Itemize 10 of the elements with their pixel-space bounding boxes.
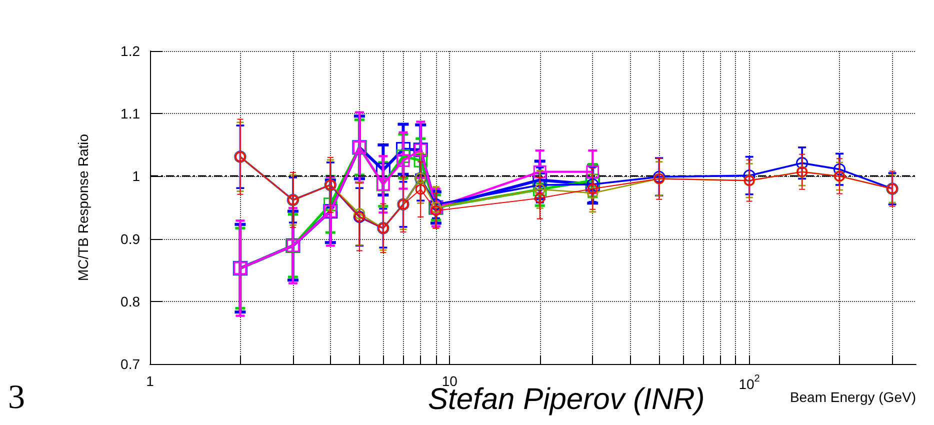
text: 3 xyxy=(8,379,25,417)
y-tick-label: 0.7 xyxy=(120,356,140,372)
x-axis-title: Beam Energy (GeV) xyxy=(790,389,916,405)
x-tick-label: 1 xyxy=(146,373,154,389)
y-axis-title: MC/TB Response Ratio xyxy=(75,134,91,282)
y-tick-label: 1.2 xyxy=(120,43,140,59)
y-tick-label: 1 xyxy=(132,168,140,184)
y-tick-label: 1.1 xyxy=(120,106,140,122)
y-tick-label: 0.8 xyxy=(120,293,140,310)
y-tick-label: 0.9 xyxy=(120,230,140,247)
